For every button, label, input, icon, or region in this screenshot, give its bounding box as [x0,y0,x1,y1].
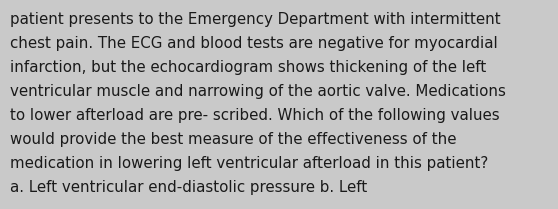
Text: infarction, but the echocardiogram shows thickening of the left: infarction, but the echocardiogram shows… [10,60,486,75]
Text: to lower afterload are pre- scribed. Which of the following values: to lower afterload are pre- scribed. Whi… [10,108,499,123]
Text: would provide the best measure of the effectiveness of the: would provide the best measure of the ef… [10,132,456,147]
Text: patient presents to the Emergency Department with intermittent: patient presents to the Emergency Depart… [10,12,501,27]
Text: ventricular muscle and narrowing of the aortic valve. Medications: ventricular muscle and narrowing of the … [10,84,506,99]
Text: a. Left ventricular end-diastolic pressure b. Left: a. Left ventricular end-diastolic pressu… [10,180,367,195]
Text: chest pain. The ECG and blood tests are negative for myocardial: chest pain. The ECG and blood tests are … [10,36,498,51]
Text: medication in lowering left ventricular afterload in this patient?: medication in lowering left ventricular … [10,156,488,171]
